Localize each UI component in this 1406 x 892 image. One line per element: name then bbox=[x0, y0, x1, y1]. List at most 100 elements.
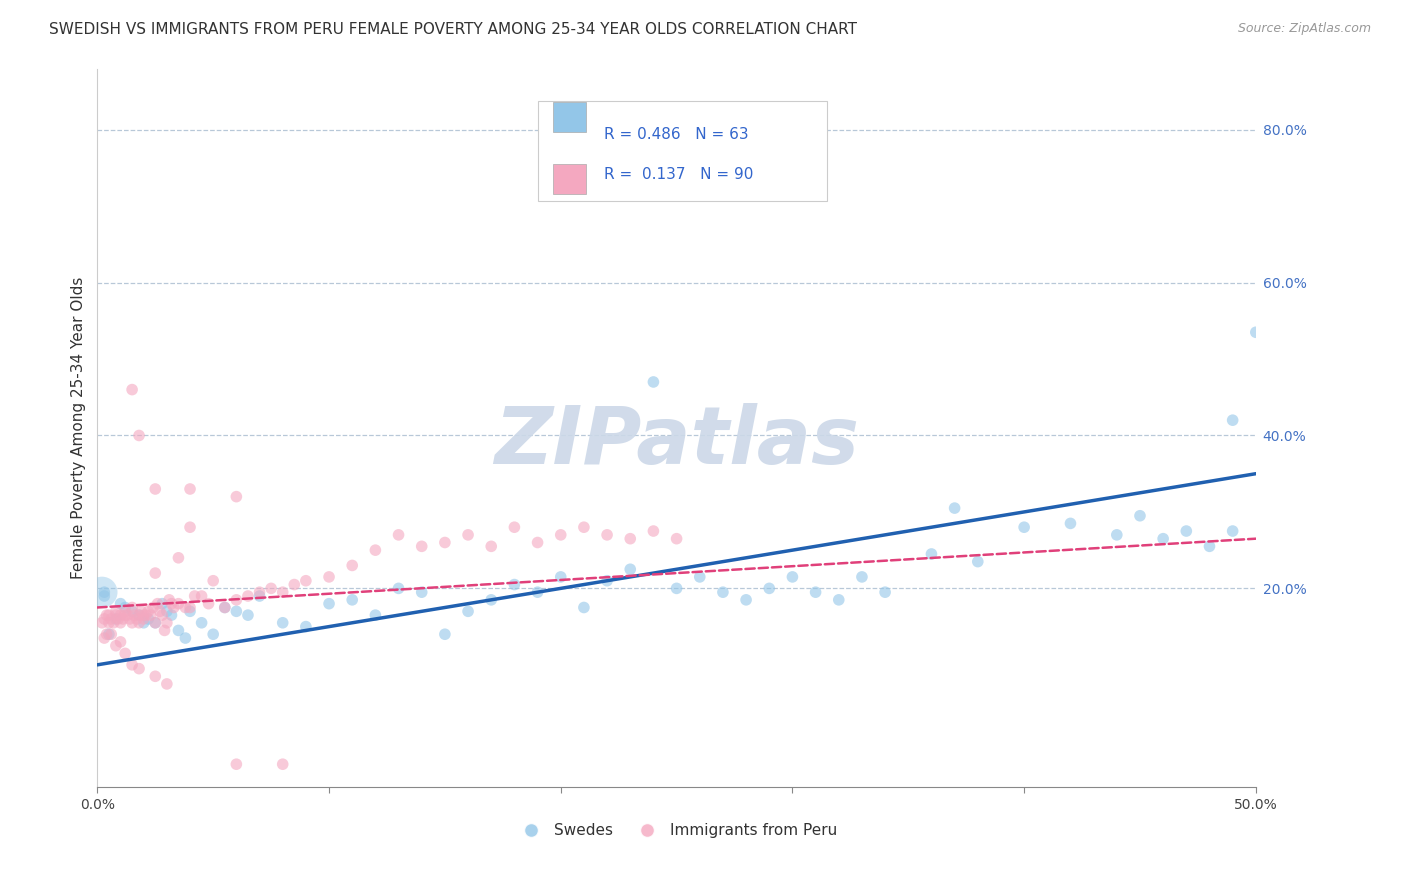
Point bbox=[190, 589, 212, 603]
Point bbox=[236, 589, 259, 603]
Point bbox=[156, 677, 179, 691]
Point bbox=[1222, 413, 1244, 427]
Point bbox=[782, 570, 804, 584]
Point bbox=[665, 582, 688, 596]
Point bbox=[93, 585, 115, 599]
Point bbox=[214, 600, 236, 615]
Point bbox=[121, 657, 143, 672]
Point bbox=[1244, 326, 1267, 340]
Point bbox=[225, 604, 247, 618]
Point bbox=[91, 585, 114, 599]
Point bbox=[190, 615, 212, 630]
Point bbox=[711, 585, 734, 599]
Point bbox=[160, 597, 183, 611]
Point bbox=[758, 582, 780, 596]
Point bbox=[114, 608, 136, 623]
Point bbox=[132, 608, 155, 623]
Point bbox=[117, 608, 139, 623]
Point bbox=[271, 615, 294, 630]
Point bbox=[93, 631, 115, 645]
Point bbox=[174, 631, 197, 645]
Point bbox=[143, 615, 166, 630]
Point bbox=[503, 577, 526, 591]
Point bbox=[143, 566, 166, 580]
Point bbox=[128, 615, 150, 630]
Point bbox=[387, 582, 409, 596]
Point bbox=[104, 612, 127, 626]
Point bbox=[619, 562, 641, 576]
Point bbox=[503, 520, 526, 534]
Point bbox=[156, 604, 179, 618]
Point bbox=[104, 604, 127, 618]
Point bbox=[128, 428, 150, 442]
Point bbox=[128, 608, 150, 623]
Point bbox=[174, 600, 197, 615]
Point bbox=[142, 600, 165, 615]
Point bbox=[179, 600, 201, 615]
Point bbox=[118, 612, 141, 626]
Point bbox=[96, 627, 118, 641]
Point bbox=[342, 558, 364, 573]
Point bbox=[121, 383, 143, 397]
FancyBboxPatch shape bbox=[553, 103, 586, 132]
Point bbox=[135, 608, 157, 623]
Point bbox=[157, 592, 180, 607]
Point bbox=[132, 612, 155, 626]
Point bbox=[804, 585, 827, 599]
Point bbox=[202, 574, 225, 588]
Point bbox=[236, 608, 259, 623]
Point bbox=[260, 582, 283, 596]
Point bbox=[457, 528, 479, 542]
Point bbox=[479, 539, 502, 553]
Point bbox=[125, 612, 148, 626]
Point bbox=[943, 501, 966, 516]
Point bbox=[107, 612, 129, 626]
Point bbox=[364, 608, 387, 623]
Point bbox=[93, 612, 115, 626]
Text: R = 0.486   N = 63: R = 0.486 N = 63 bbox=[603, 127, 748, 142]
Point bbox=[411, 585, 433, 599]
Point bbox=[1175, 524, 1198, 538]
Point bbox=[1222, 524, 1244, 538]
Point bbox=[318, 570, 340, 584]
Point bbox=[179, 482, 201, 496]
Point bbox=[111, 612, 134, 626]
Y-axis label: Female Poverty Among 25-34 Year Olds: Female Poverty Among 25-34 Year Olds bbox=[72, 277, 86, 579]
Point bbox=[479, 592, 502, 607]
FancyBboxPatch shape bbox=[537, 101, 827, 202]
Point bbox=[146, 597, 169, 611]
Point bbox=[143, 482, 166, 496]
Point bbox=[150, 597, 173, 611]
Point bbox=[97, 627, 120, 641]
Point bbox=[202, 627, 225, 641]
Point bbox=[132, 615, 155, 630]
Point bbox=[318, 597, 340, 611]
Point bbox=[433, 627, 456, 641]
Point bbox=[150, 608, 173, 623]
Point bbox=[93, 589, 115, 603]
Point bbox=[97, 608, 120, 623]
Point bbox=[619, 532, 641, 546]
Point bbox=[851, 570, 873, 584]
Point bbox=[167, 597, 190, 611]
Point bbox=[828, 592, 851, 607]
Point bbox=[596, 528, 619, 542]
Point bbox=[104, 639, 127, 653]
Point bbox=[136, 612, 159, 626]
Text: ZIPatlas: ZIPatlas bbox=[494, 403, 859, 481]
Point bbox=[295, 574, 318, 588]
Point bbox=[143, 615, 166, 630]
Point bbox=[342, 592, 364, 607]
Point bbox=[249, 589, 271, 603]
Point bbox=[179, 604, 201, 618]
Point bbox=[183, 589, 205, 603]
Point bbox=[387, 528, 409, 542]
Point bbox=[91, 615, 114, 630]
Point bbox=[364, 543, 387, 558]
Point bbox=[97, 615, 120, 630]
Point bbox=[283, 577, 305, 591]
Point bbox=[167, 550, 190, 565]
Point bbox=[110, 597, 132, 611]
Point bbox=[735, 592, 758, 607]
Point bbox=[875, 585, 897, 599]
